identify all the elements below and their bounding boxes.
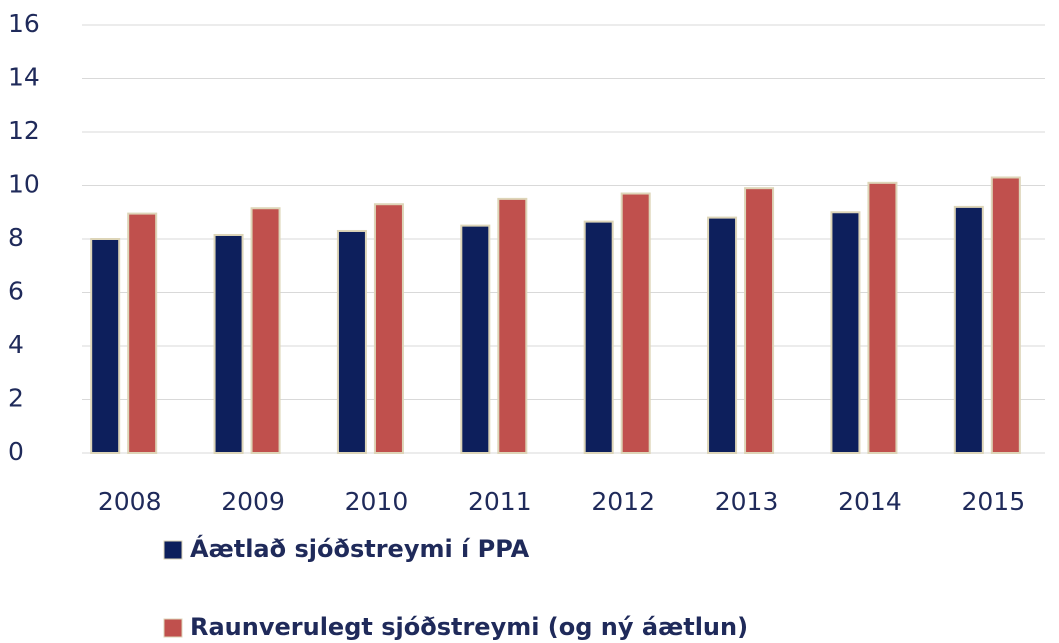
- bar: [707, 216, 738, 454]
- y-tick-label: 4: [8, 330, 24, 359]
- x-tick-label: 2010: [345, 487, 409, 516]
- bar: [830, 211, 861, 454]
- bar: [90, 238, 121, 454]
- bar: [250, 207, 281, 454]
- bar: [213, 233, 244, 454]
- legend-label: Áætlað sjóðstreymi í PPA: [190, 534, 530, 563]
- bar: [867, 181, 898, 454]
- x-tick-label: 2013: [715, 487, 779, 516]
- bar: [497, 197, 528, 454]
- y-tick-label: 2: [8, 384, 24, 413]
- legend-label: Raunverulegt sjóðstreymi (og ný áætlun): [190, 613, 748, 641]
- x-tick-label: 2012: [591, 487, 655, 516]
- x-tick-label: 2011: [468, 487, 532, 516]
- y-tick-label: 8: [8, 223, 24, 252]
- x-tick-label: 2015: [962, 487, 1026, 516]
- legend-swatch: [163, 540, 183, 560]
- y-tick-label: 12: [8, 116, 40, 145]
- bar: [373, 203, 404, 454]
- x-tick-label: 2009: [221, 487, 285, 516]
- bar: [460, 224, 491, 454]
- bar: [953, 205, 984, 454]
- bar: [620, 192, 651, 454]
- y-tick-label: 10: [8, 170, 40, 199]
- x-tick-label: 2014: [838, 487, 902, 516]
- y-tick-label: 0: [8, 437, 24, 466]
- bar: [744, 187, 775, 455]
- y-tick-label: 6: [8, 277, 24, 306]
- legend-swatch: [163, 618, 183, 638]
- bar: [990, 176, 1021, 454]
- x-tick-label: 2008: [98, 487, 162, 516]
- y-tick-label: 14: [8, 63, 40, 92]
- bar: [583, 220, 614, 454]
- y-tick-label: 16: [8, 9, 40, 38]
- bar: [336, 229, 367, 454]
- bar: [127, 212, 158, 454]
